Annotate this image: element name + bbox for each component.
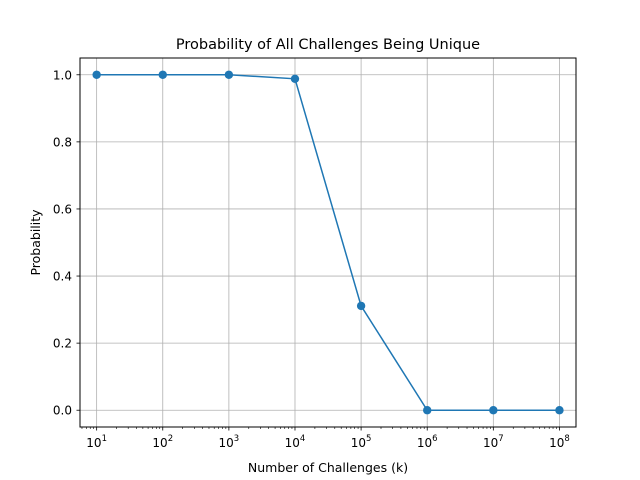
x-tick-label: 105 (351, 434, 372, 450)
y-tick-label: 0.8 (53, 135, 72, 149)
data-point (555, 406, 564, 415)
x-axis-label: Number of Challenges (k) (248, 460, 408, 475)
chart-title: Probability of All Challenges Being Uniq… (176, 37, 480, 53)
x-tick-label: 108 (549, 434, 570, 450)
x-axis: 101 102 103 104 105 106 107 108 (81, 427, 570, 450)
y-tick-label: 1.0 (53, 68, 72, 82)
data-point (92, 70, 101, 79)
y-tick-label: 0.2 (53, 337, 72, 351)
x-tick-label: 102 (152, 434, 173, 450)
x-tick-label: 104 (285, 434, 306, 450)
data-point (423, 406, 432, 415)
series-line (96, 74, 560, 411)
x-tick-label: 101 (86, 434, 107, 450)
x-tick-label: 107 (483, 434, 504, 450)
y-tick-label: 0.0 (53, 404, 72, 418)
data-point (158, 70, 167, 79)
series-layer (92, 70, 564, 415)
data-point (489, 406, 498, 415)
data-point (290, 74, 300, 83)
data-point (224, 70, 234, 79)
y-axis: 0.0 0.2 0.4 0.6 0.8 1.0 (53, 68, 80, 418)
plot-frame (79, 57, 577, 428)
x-tick-label: 106 (417, 434, 438, 450)
y-axis-label: Probability (28, 209, 43, 276)
grid (80, 58, 576, 427)
x-tick-label: 103 (219, 434, 240, 450)
y-tick-label: 0.4 (53, 270, 72, 284)
y-tick-label: 0.6 (53, 202, 72, 216)
data-point (356, 301, 366, 311)
